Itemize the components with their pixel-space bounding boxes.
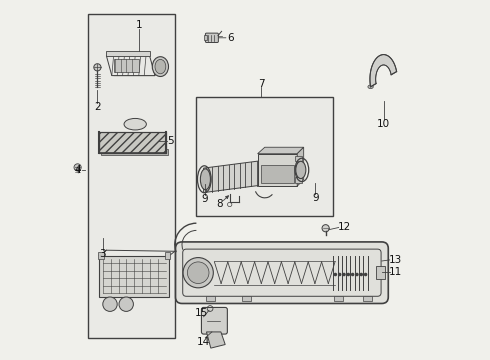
Bar xyxy=(99,132,166,153)
Text: 9: 9 xyxy=(201,194,208,204)
Circle shape xyxy=(339,274,341,276)
Ellipse shape xyxy=(103,297,117,311)
Bar xyxy=(295,177,302,183)
Bar xyxy=(243,296,251,301)
Ellipse shape xyxy=(155,59,166,74)
Ellipse shape xyxy=(368,85,373,89)
Text: 8: 8 xyxy=(217,199,223,210)
Polygon shape xyxy=(297,147,304,186)
Text: 5: 5 xyxy=(167,136,174,146)
Circle shape xyxy=(94,64,101,71)
Text: 11: 11 xyxy=(389,267,402,277)
FancyBboxPatch shape xyxy=(175,242,388,303)
Text: 3: 3 xyxy=(99,249,106,259)
Bar xyxy=(99,256,170,297)
Polygon shape xyxy=(370,55,396,87)
Bar xyxy=(99,132,166,153)
Bar xyxy=(376,266,386,279)
Bar xyxy=(334,296,343,301)
Circle shape xyxy=(322,225,329,232)
Circle shape xyxy=(74,164,81,171)
Polygon shape xyxy=(106,56,155,76)
Circle shape xyxy=(343,274,345,276)
Bar xyxy=(98,252,104,259)
Text: 4: 4 xyxy=(74,165,81,175)
Bar xyxy=(88,14,175,338)
Text: 15: 15 xyxy=(195,308,208,318)
Text: 10: 10 xyxy=(377,119,390,129)
Text: 7: 7 xyxy=(258,78,265,89)
Bar xyxy=(106,51,149,56)
Circle shape xyxy=(351,274,354,276)
Circle shape xyxy=(360,274,363,276)
Circle shape xyxy=(365,274,367,276)
Ellipse shape xyxy=(296,161,306,179)
Circle shape xyxy=(334,274,337,276)
Bar xyxy=(258,154,297,186)
Bar xyxy=(261,165,294,183)
Polygon shape xyxy=(204,161,259,193)
Ellipse shape xyxy=(152,57,169,77)
Polygon shape xyxy=(258,147,304,154)
FancyBboxPatch shape xyxy=(205,33,219,42)
Ellipse shape xyxy=(119,297,133,311)
Text: 9: 9 xyxy=(312,193,318,203)
Circle shape xyxy=(187,262,209,284)
Text: 12: 12 xyxy=(338,222,351,232)
Bar xyxy=(196,97,333,216)
Text: 1: 1 xyxy=(136,20,142,30)
Bar xyxy=(204,35,207,40)
Bar xyxy=(165,252,171,259)
Circle shape xyxy=(347,274,349,276)
Bar xyxy=(295,156,302,161)
Text: 13: 13 xyxy=(389,255,402,265)
Bar xyxy=(206,296,215,301)
Bar xyxy=(101,149,168,155)
Circle shape xyxy=(356,274,358,276)
Text: 6: 6 xyxy=(227,33,234,43)
FancyBboxPatch shape xyxy=(201,307,227,334)
Bar xyxy=(363,296,372,301)
Ellipse shape xyxy=(200,169,210,190)
Bar xyxy=(114,59,139,72)
Text: 14: 14 xyxy=(197,337,210,347)
Ellipse shape xyxy=(124,118,147,130)
Text: 2: 2 xyxy=(94,102,101,112)
Circle shape xyxy=(183,258,213,288)
Polygon shape xyxy=(206,332,225,348)
Polygon shape xyxy=(114,58,155,76)
